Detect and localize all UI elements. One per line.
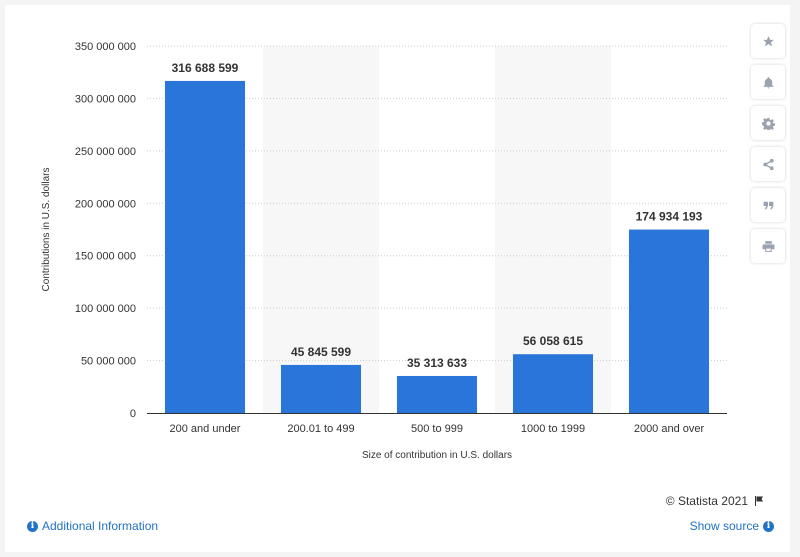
y-tick-label: 0 <box>130 408 136 420</box>
show-source-link[interactable]: Show source i <box>690 519 774 533</box>
x-tick-label: 200.01 to 499 <box>287 423 354 435</box>
x-tick-label: 1000 to 1999 <box>521 423 585 435</box>
data-label: 35 313 633 <box>407 356 467 370</box>
share-icon <box>762 158 774 170</box>
y-tick-labels: 0 50 000 000 100 000 000 150 000 000 200 000… <box>75 41 136 420</box>
bar[interactable] <box>164 80 246 413</box>
bar[interactable] <box>280 364 362 413</box>
chart-toolbar <box>751 24 785 270</box>
show-source-label: Show source <box>689 519 759 533</box>
x-tick-label: 500 to 999 <box>411 423 463 435</box>
alternating-bands <box>263 46 611 413</box>
additional-information-link[interactable]: i Additional Information <box>27 519 158 533</box>
additional-information-label: Additional Information <box>42 519 159 533</box>
y-tick-label: 300 000 000 <box>75 93 136 105</box>
x-tick-label: 2000 and over <box>634 423 705 435</box>
y-tick-label: 250 000 000 <box>75 146 136 158</box>
bell-icon <box>763 76 773 88</box>
y-tick-label: 100 000 000 <box>75 303 136 315</box>
bar[interactable] <box>396 375 478 413</box>
bar-chart: 0 50 000 000 100 000 000 150 000 000 200 000… <box>41 41 727 461</box>
print-button[interactable] <box>751 229 785 263</box>
star-icon <box>762 35 774 46</box>
info-icon: i <box>763 520 774 532</box>
x-tick-labels: 200 and under 200.01 to 499 500 to 999 1000… <box>170 423 705 435</box>
category-band <box>263 46 379 413</box>
favorite-button[interactable] <box>751 24 785 58</box>
category-band <box>495 46 611 413</box>
x-tick-label: 200 and under <box>170 423 241 435</box>
y-tick-label: 350 000 000 <box>75 41 136 53</box>
bars <box>164 80 710 413</box>
copyright-text: © Statista 2021 <box>665 494 748 508</box>
quote-icon <box>763 201 773 209</box>
data-labels: 316 688 599 45 845 599 35 313 633 56 058 61… <box>172 61 703 370</box>
data-label: 174 934 193 <box>636 210 703 224</box>
copyright: © Statista 2021 <box>666 494 765 508</box>
share-button[interactable] <box>751 147 785 181</box>
data-label: 56 058 615 <box>523 334 583 348</box>
info-icon: i <box>27 520 38 532</box>
y-tick-label: 200 000 000 <box>75 198 136 210</box>
bar[interactable] <box>512 354 594 413</box>
data-label: 316 688 599 <box>172 61 239 75</box>
flag-icon <box>755 496 763 506</box>
gear-icon <box>761 117 775 130</box>
cite-button[interactable] <box>751 188 785 222</box>
print-icon <box>762 240 774 252</box>
x-axis-title: Size of contribution in U.S. dollars <box>362 450 512 461</box>
y-tick-label: 150 000 000 <box>75 251 136 263</box>
settings-button[interactable] <box>751 106 785 140</box>
chart-card: 0 50 000 000 100 000 000 150 000 000 200 000… <box>5 5 790 552</box>
bar[interactable] <box>628 229 710 413</box>
notification-button[interactable] <box>751 65 785 99</box>
y-tick-label: 50 000 000 <box>81 356 136 368</box>
data-label: 45 845 599 <box>291 345 351 359</box>
y-axis-title: Contributions in U.S. dollars <box>41 168 52 292</box>
